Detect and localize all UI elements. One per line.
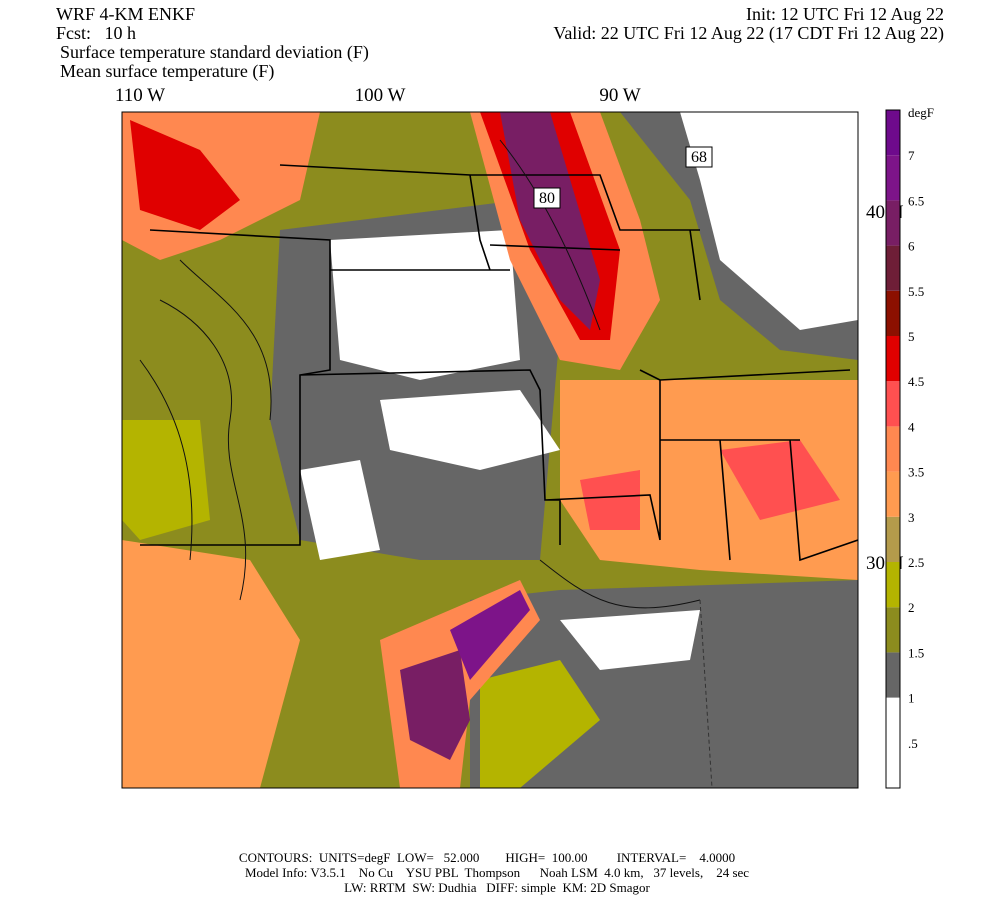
colorbar-band [886,697,900,743]
colorbar-band [886,471,900,517]
footer-physics: LW: RRTM SW: Dudhia DIFF: simple KM: 2D … [344,880,650,895]
colorbar-band [886,110,900,156]
colorbar-tick-label: 5.5 [908,284,924,299]
contour-label: 80 [539,190,555,207]
colorbar-unit: degF [908,105,934,120]
colorbar-band [886,200,900,246]
contour-label: 68 [691,149,707,166]
colorbar-tick-label: 5 [908,329,915,344]
colorbar-frame [885,109,901,789]
colorbar-band [886,381,900,427]
forecast-hour: Fcst: 10 h [56,23,136,43]
colorbar-tick-label: 1 [908,691,915,706]
longitude-label: 100 W [355,85,406,106]
colorbar-band [886,742,900,788]
colorbar-band [886,245,900,291]
footer-contours: CONTOURS: UNITS=degF LOW= 52.000 HIGH= 1… [239,850,735,865]
colorbar-band [886,562,900,608]
footer-model-info: Model Info: V3.5.1 No Cu YSU PBL Thompso… [245,865,749,880]
colorbar-tick-label: 2 [908,600,915,615]
colorbar-band [886,516,900,562]
colorbar: degF .5 1 1.5 2 2.5 3 3.5 4 4.5 5 5.5 6 6.5 7 [885,105,934,789]
colorbar-tick-label: 3.5 [908,465,924,480]
colorbar-tick-label: 3 [908,510,915,525]
longitude-label: 90 W [599,85,640,106]
colorbar-tick-label: 4.5 [908,374,924,389]
colorbar-band [886,290,900,336]
colorbar-tick-label: .5 [908,736,918,751]
shaded-field: Surface temperature standard deviation (… [60,42,369,63]
contour-field: Mean surface temperature (F) [60,61,274,82]
colorbar-tick-label: 1.5 [908,645,924,660]
colorbar-tick-label: 4 [908,419,915,434]
colorbar-band [886,607,900,653]
longitude-label: 110 W [115,85,165,106]
colorbar-band [886,652,900,698]
colorbar-tick-label: 6 [908,239,915,254]
colorbar-band [886,426,900,472]
init-time: Init: 12 UTC Fri 12 Aug 22 [746,4,944,24]
colorbar-tick-label: 7 [908,148,915,163]
colorbar-band [886,155,900,201]
map: 68 80 110 W 100 W 90 W 40 N 30 N [115,85,904,789]
colorbar-tick-label: 6.5 [908,193,924,208]
model-title: WRF 4-KM ENKF [56,4,195,24]
colorbar-tick-label: 2.5 [908,555,924,570]
valid-time: Valid: 22 UTC Fri 12 Aug 22 (17 CDT Fri … [553,23,944,44]
colorbar-band [886,336,900,382]
